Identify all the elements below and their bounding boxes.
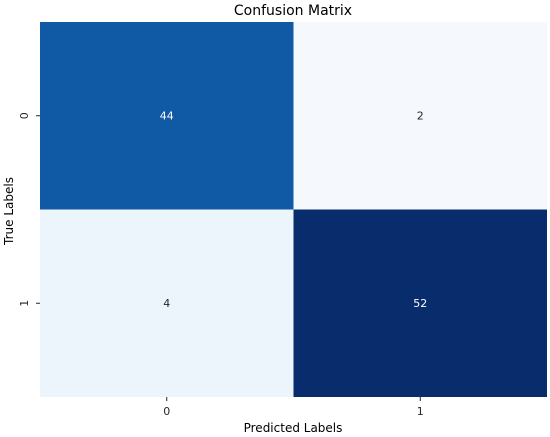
x-tick-label: 0	[163, 405, 170, 418]
heatmap-cell-0-1	[293, 22, 547, 210]
chart-title: Confusion Matrix	[234, 3, 352, 19]
cell-value-label-1-1: 52	[413, 297, 427, 310]
heatmap-cell-1-0	[40, 209, 294, 397]
x-axis-label: Predicted Labels	[244, 421, 343, 435]
heatmap-grid: 44 2 4 52	[40, 22, 547, 397]
x-tick-label: 1	[417, 405, 424, 418]
y-axis-label: True Labels	[2, 177, 16, 246]
cell-value-label-0-1: 2	[417, 109, 424, 122]
y-axis-ticks: 01	[18, 112, 40, 307]
cell-value-label-1-0: 4	[163, 297, 170, 310]
cell-value-label-0-0: 44	[160, 109, 174, 122]
heatmap-cell-0-0	[40, 22, 294, 210]
y-tick-label: 1	[18, 300, 31, 307]
y-tick-label: 0	[18, 112, 31, 119]
heatmap-cell-1-1	[293, 209, 547, 397]
